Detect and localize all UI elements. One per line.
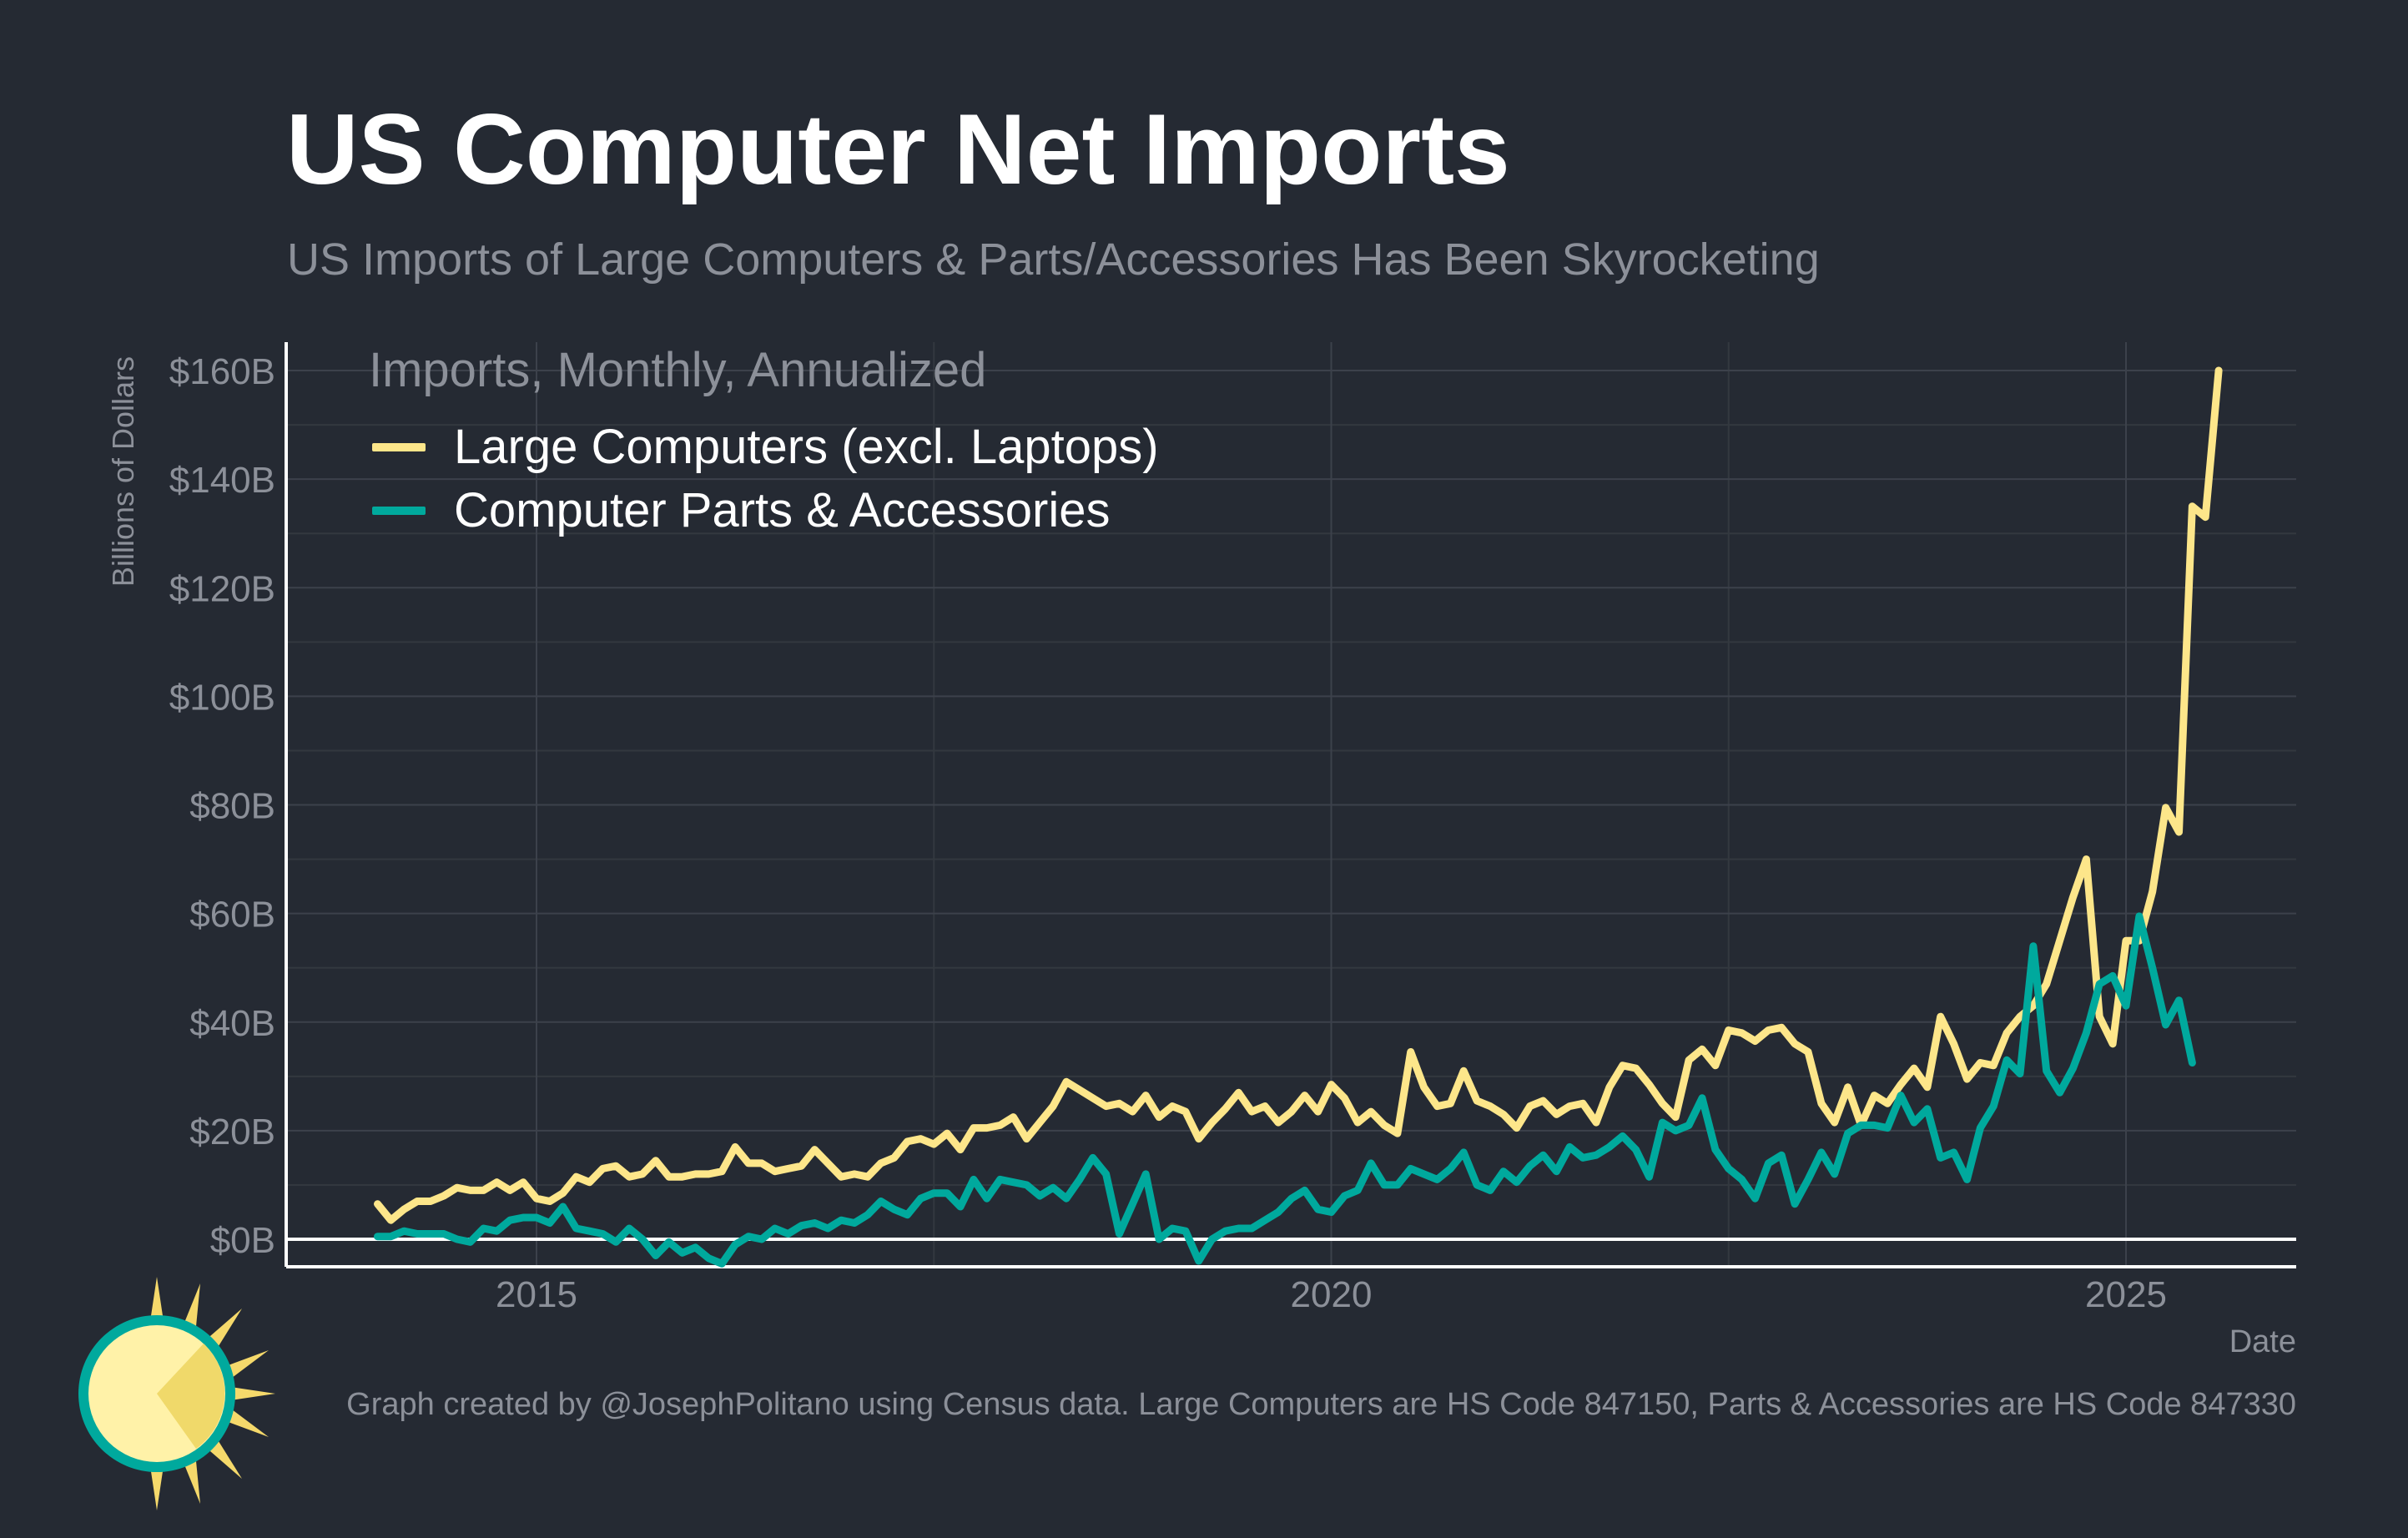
source-footnote: Graph created by @JosephPolitano using C… <box>346 1387 2296 1422</box>
y-tick-label: $160B <box>169 351 275 392</box>
y-tick-label: $60B <box>189 895 275 935</box>
legend-label-large-computers: Large Computers (excl. Laptops) <box>454 420 1159 474</box>
legend-item-parts-accessories: Computer Parts & Accessories <box>372 482 1111 538</box>
x-axis-label: Date <box>2229 1324 2296 1359</box>
grid-lines <box>286 342 2296 1267</box>
y-tick-label: $100B <box>169 677 275 718</box>
legend-swatch-parts-accessories <box>372 506 426 515</box>
y-tick-label: $40B <box>189 1003 275 1044</box>
series-line-large-computers <box>374 366 2223 1224</box>
chart-subtitle: US Imports of Large Computers & Parts/Ac… <box>287 234 1820 285</box>
y-tick-label: $140B <box>169 460 275 501</box>
legend-item-large-computers: Large Computers (excl. Laptops) <box>372 419 1159 475</box>
x-tick-label: 2025 <box>2085 1274 2167 1315</box>
y-tick-label: $80B <box>189 786 275 827</box>
sun-logo-icon <box>78 1277 275 1510</box>
x-tick-label: 2020 <box>1291 1274 1373 1315</box>
series-line-parts-accessories <box>374 912 2196 1268</box>
y-axis-label: Billions of Dollars <box>106 356 140 587</box>
x-tick-label: 2015 <box>496 1274 577 1315</box>
legend-title: Imports, Monthly, Annualized <box>369 343 987 397</box>
y-tick-label: $20B <box>189 1112 275 1152</box>
legend-swatch-large-computers <box>372 442 426 451</box>
tick-labels: $0B $20B $40B $60B $80B $100B $120B $140B $160B 2… <box>169 351 2167 1315</box>
series-lines <box>374 366 2223 1268</box>
y-tick-label: $0B <box>210 1220 275 1261</box>
y-tick-label: $120B <box>169 568 275 609</box>
chart-title: US Computer Net Imports <box>286 93 1510 205</box>
legend-label-parts-accessories: Computer Parts & Accessories <box>454 483 1111 537</box>
